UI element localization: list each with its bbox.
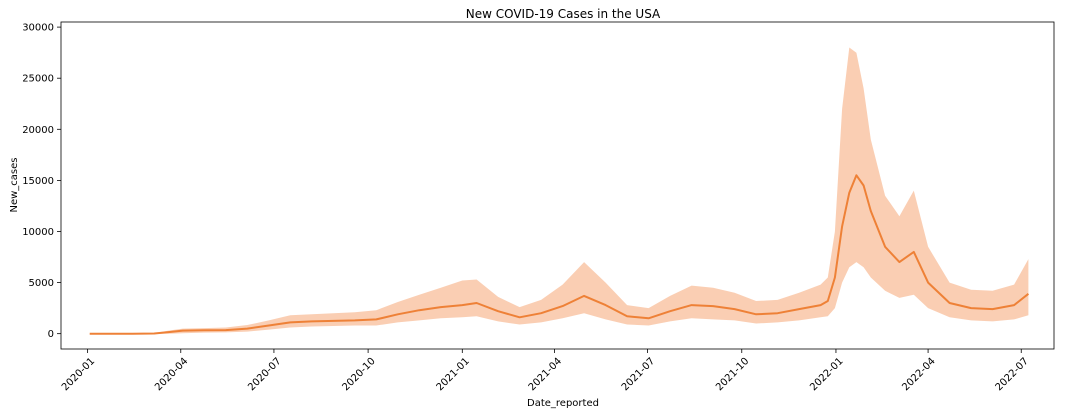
x-tick-label: 2021-07 — [620, 356, 657, 393]
x-tick-label: 2022-04 — [900, 356, 937, 393]
x-tick-label: 2022-01 — [808, 356, 845, 393]
x-axis-label: Date_reported — [527, 398, 599, 409]
plot-area — [60, 21, 1055, 350]
x-tick-label: 2020-10 — [340, 356, 377, 393]
y-tick-label: 25000 — [22, 74, 54, 85]
x-tick-label: 2021-10 — [714, 356, 751, 393]
y-axis-label: New_cases — [9, 157, 20, 212]
x-tick-label: 2020-01 — [60, 356, 97, 393]
x-tick-label: 2022-07 — [994, 356, 1031, 393]
y-tick-label: 0 — [48, 329, 54, 340]
x-tick-label: 2020-04 — [153, 356, 190, 393]
plot-frame — [60, 21, 1055, 350]
y-axis: 0 5000 10000 15000 20000 25000 30000 — [22, 23, 61, 340]
x-axis: 2020-01 2020-04 2020-07 2020-10 2021-01 2021-… — [60, 349, 1031, 393]
y-tick-label: 10000 — [22, 227, 54, 238]
chart-title: New COVID-19 Cases in the USA — [466, 7, 661, 21]
x-tick-label: 2021-01 — [435, 356, 472, 393]
confidence-band — [89, 47, 1029, 334]
series-line — [89, 174, 1030, 335]
y-tick-label: 5000 — [29, 278, 54, 289]
x-tick-label: 2020-07 — [246, 356, 283, 393]
y-tick-label: 15000 — [22, 176, 54, 187]
y-tick-label: 30000 — [22, 23, 54, 34]
x-tick-label: 2021-04 — [527, 356, 564, 393]
y-tick-label: 20000 — [22, 125, 54, 136]
